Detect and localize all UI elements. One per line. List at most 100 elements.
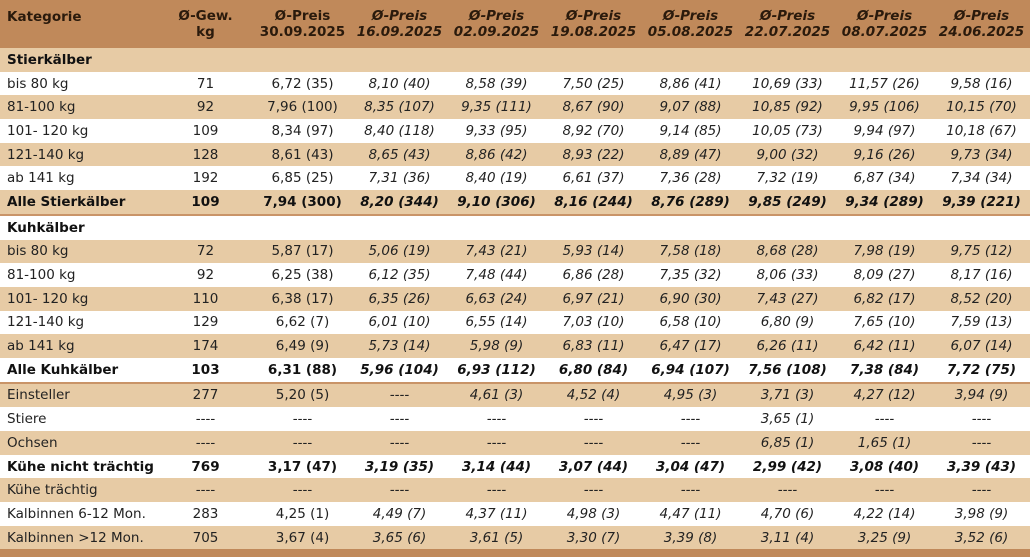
category-cell: Ochsen xyxy=(7,434,58,451)
price-cell: 7,94 (300) xyxy=(254,190,351,216)
price-cell xyxy=(642,215,739,240)
price-cell: 4,25 (1) xyxy=(275,505,330,522)
price-cell: 8,61 (43) xyxy=(271,146,334,163)
price-cell: 8,68 (28) xyxy=(756,243,819,260)
category-cell: 81-100 kg xyxy=(7,99,76,116)
header-price-3: Ø-Preis 19.08.2025 xyxy=(545,0,642,48)
header-price-line1: Ø-Preis xyxy=(953,8,1010,24)
category-cell: bis 80 kg xyxy=(7,243,69,260)
price-cell: 6,80 (9) xyxy=(760,314,815,331)
price-cell: 7,65 (10) xyxy=(853,314,916,331)
price-cell: 3,30 (7) xyxy=(566,529,621,546)
price-cell: 8,34 (97) xyxy=(271,122,334,139)
price-cell: 7,32 (19) xyxy=(756,170,819,187)
category-cell: Kühe trächtig xyxy=(7,482,98,499)
category-cell: Alle Kuhkälber xyxy=(0,357,157,384)
category-cell: Stierkälber xyxy=(7,51,92,68)
price-cell: 7,72 (75) xyxy=(933,357,1030,384)
price-cell: 3,67 (4) xyxy=(275,529,330,546)
table-row: bis 80 kg 72 5,87 (17) 5,06 (19) 7,43 (21) 5,… xyxy=(0,239,1030,264)
price-cell: 8,40 (118) xyxy=(364,122,435,139)
price-cell: 6,26 (11) xyxy=(756,338,819,355)
price-cell: ---- xyxy=(486,434,507,451)
price-cell xyxy=(545,48,642,72)
weight-cell: 71 xyxy=(196,75,215,92)
price-cell: 7,58 (18) xyxy=(659,243,722,260)
header-price-line2: 22.07.2025 xyxy=(744,24,831,40)
table-row: Einsteller 277 5,20 (5) ---- 4,61 (3) 4,52 (4… xyxy=(0,382,1030,408)
price-cell: 5,96 (104) xyxy=(351,357,448,384)
price-cell: 3,52 (6) xyxy=(954,529,1009,546)
weight-cell xyxy=(157,48,254,72)
price-cell: 6,94 (107) xyxy=(642,357,739,384)
price-cell: 7,35 (32) xyxy=(659,267,722,284)
header-price-5: Ø-Preis 22.07.2025 xyxy=(739,0,836,48)
header-price-line1: Ø-Preis xyxy=(662,8,719,24)
price-cell: 3,39 (43) xyxy=(946,458,1017,475)
table-row: 101- 120 kg 110 6,38 (17) 6,35 (26) 6,63 (24… xyxy=(0,286,1030,311)
total-row: Alle Stierkälber 109 7,94 (300) 8,20 (344) 9… xyxy=(0,190,1030,216)
price-cell xyxy=(545,215,642,240)
price-cell: 1,65 (1) xyxy=(857,434,912,451)
table-body: Stierkälber bis 80 kg 71 6,72 (35) 8,10 (40)… xyxy=(0,48,1030,550)
price-cell: 4,49 (7) xyxy=(372,505,427,522)
price-cell: 6,85 (1) xyxy=(760,434,815,451)
price-cell: 6,72 (35) xyxy=(271,75,334,92)
price-cell: ---- xyxy=(389,434,410,451)
price-cell: ---- xyxy=(971,482,992,499)
price-cell: 9,00 (32) xyxy=(756,146,819,163)
price-cell: ---- xyxy=(583,411,604,428)
price-cell: 8,65 (43) xyxy=(368,146,431,163)
price-cell: 10,69 (33) xyxy=(752,75,823,92)
price-cell: 4,98 (3) xyxy=(566,505,621,522)
table-row: 101- 120 kg 109 8,34 (97) 8,40 (118) 9,33 (9… xyxy=(0,119,1030,143)
price-cell: ---- xyxy=(680,411,701,428)
table-row: Kühe trächtig ---- ---- ---- ---- ---- ---- ---… xyxy=(0,478,1030,503)
price-cell: 3,71 (3) xyxy=(760,387,815,404)
price-cell: 9,39 (221) xyxy=(933,190,1030,216)
price-cell: 9,16 (26) xyxy=(853,146,916,163)
price-cell: ---- xyxy=(971,411,992,428)
header-price-1: Ø-Preis 16.09.2025 xyxy=(351,0,448,48)
price-cell: 9,58 (16) xyxy=(950,75,1013,92)
header-price-line1: Ø-Preis xyxy=(371,8,428,24)
weight-cell: ---- xyxy=(195,411,216,428)
price-cell: ---- xyxy=(389,387,410,404)
price-cell: 6,82 (17) xyxy=(853,290,916,307)
header-price-7: Ø-Preis 24.06.2025 xyxy=(933,0,1030,48)
price-cell: 10,85 (92) xyxy=(752,99,823,116)
price-cell: 4,95 (3) xyxy=(663,387,718,404)
header-price-line1: Ø-Preis xyxy=(565,8,622,24)
weight-cell: ---- xyxy=(195,434,216,451)
price-cell: 3,08 (40) xyxy=(849,458,920,475)
price-cell: 11,57 (26) xyxy=(849,75,920,92)
price-cell: 6,35 (26) xyxy=(368,290,431,307)
table-row: Ochsen ---- ---- ---- ---- ---- ---- 6,85 (1) 1,… xyxy=(0,431,1030,455)
price-cell: 8,06 (33) xyxy=(756,267,819,284)
price-cell xyxy=(351,48,448,72)
weight-cell: 92 xyxy=(196,267,215,284)
header-row: Kategorie Ø-Gew. kg Ø-Preis 30.09.2025 Ø-Pr… xyxy=(0,0,1030,48)
header-weight-line1: Ø-Gew. xyxy=(178,8,233,24)
weight-cell: 128 xyxy=(192,146,219,163)
price-cell: ---- xyxy=(583,482,604,499)
price-cell: 4,22 (14) xyxy=(853,505,916,522)
price-cell: 6,90 (30) xyxy=(659,290,722,307)
price-cell: 7,48 (44) xyxy=(465,267,528,284)
category-cell: Kalbinnen >12 Mon. xyxy=(7,529,144,546)
weight-cell: 110 xyxy=(192,290,219,307)
header-price-line2: 19.08.2025 xyxy=(550,24,637,40)
price-cell: 5,93 (14) xyxy=(562,243,625,260)
price-cell xyxy=(642,48,739,72)
price-cell: ---- xyxy=(486,411,507,428)
price-cell: 5,06 (19) xyxy=(368,243,431,260)
category-cell: 81-100 kg xyxy=(7,267,76,284)
price-cell: ---- xyxy=(680,482,701,499)
header-weight: Ø-Gew. kg xyxy=(157,0,254,48)
price-cell: 3,61 (5) xyxy=(469,529,524,546)
price-cell: ---- xyxy=(389,411,410,428)
price-cell: 8,52 (20) xyxy=(950,290,1013,307)
header-price-4: Ø-Preis 05.08.2025 xyxy=(642,0,739,48)
price-cell: 9,34 (289) xyxy=(836,190,933,216)
price-cell: ---- xyxy=(680,434,701,451)
